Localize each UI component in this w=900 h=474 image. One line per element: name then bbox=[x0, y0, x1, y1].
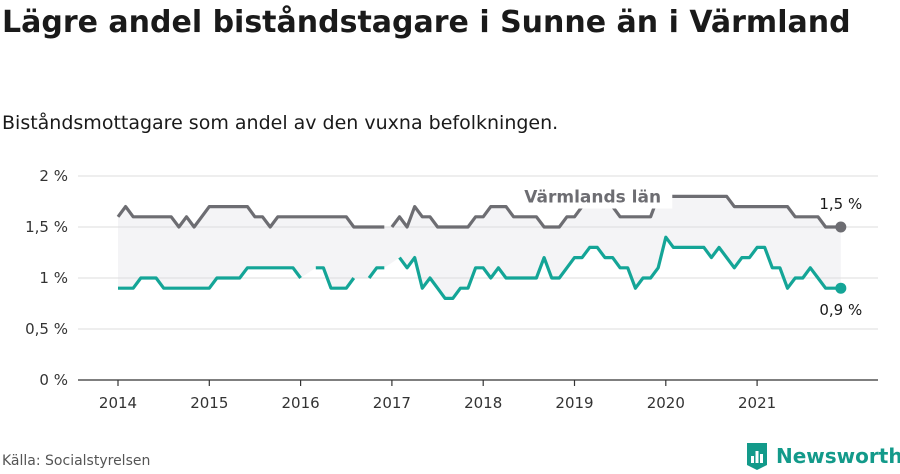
newsworthy-logo-icon bbox=[747, 443, 767, 470]
series-labels: Värmlands län 1,5 % 0,9 % bbox=[520, 184, 862, 319]
x-tick-label: 2019 bbox=[555, 394, 593, 412]
brand-logo[interactable]: Newsworthy bbox=[745, 441, 900, 471]
source-note: Källa: Socialstyrelsen bbox=[2, 453, 151, 469]
x-tick-label: 2014 bbox=[99, 394, 137, 412]
series-line-1 bbox=[398, 235, 841, 300]
y-tick-label: 1,5 % bbox=[25, 218, 68, 236]
chart-title: Lägre andel biståndstagare i Sunne än i … bbox=[2, 5, 851, 40]
series-line-1 bbox=[367, 266, 385, 279]
x-tick-label: 2018 bbox=[464, 394, 502, 412]
series-line-1 bbox=[315, 266, 356, 290]
y-tick-label: 0 % bbox=[39, 371, 68, 389]
x-tick-label: 2020 bbox=[647, 394, 685, 412]
x-tick-label: 2021 bbox=[738, 394, 776, 412]
x-tick-label: 2015 bbox=[190, 394, 228, 412]
series-endpoint-1 bbox=[835, 282, 847, 294]
end-label-county: 1,5 % bbox=[819, 195, 862, 213]
end-label-municipality: 0,9 % bbox=[819, 301, 862, 319]
series-endpoint-0 bbox=[835, 221, 847, 233]
y-tick-label: 1 % bbox=[39, 269, 68, 287]
series-line-0 bbox=[390, 194, 841, 229]
difference-band bbox=[118, 196, 841, 299]
y-tick-label: 0,5 % bbox=[25, 320, 68, 338]
series-name-county: Värmlands län bbox=[524, 188, 661, 208]
difference-band-area bbox=[118, 196, 841, 299]
x-tick-label: 2016 bbox=[282, 394, 320, 412]
series-line-1 bbox=[118, 266, 302, 290]
y-tick-label: 2 % bbox=[39, 167, 68, 185]
x-tick-label: 2017 bbox=[373, 394, 411, 412]
series-lines bbox=[116, 194, 847, 300]
series-line-0 bbox=[116, 205, 385, 229]
chart-subtitle: Biståndsmottagare som andel av den vuxna… bbox=[2, 112, 559, 134]
y-axis: 0 % 0,5 % 1 % 1,5 % 2 % bbox=[25, 167, 68, 389]
brand-name: Newsworthy bbox=[776, 444, 900, 468]
y-gridlines bbox=[78, 175, 878, 330]
series-name-bg bbox=[520, 184, 673, 209]
x-axis: 2014 2015 2016 2017 2018 2019 2020 2021 bbox=[78, 379, 878, 412]
